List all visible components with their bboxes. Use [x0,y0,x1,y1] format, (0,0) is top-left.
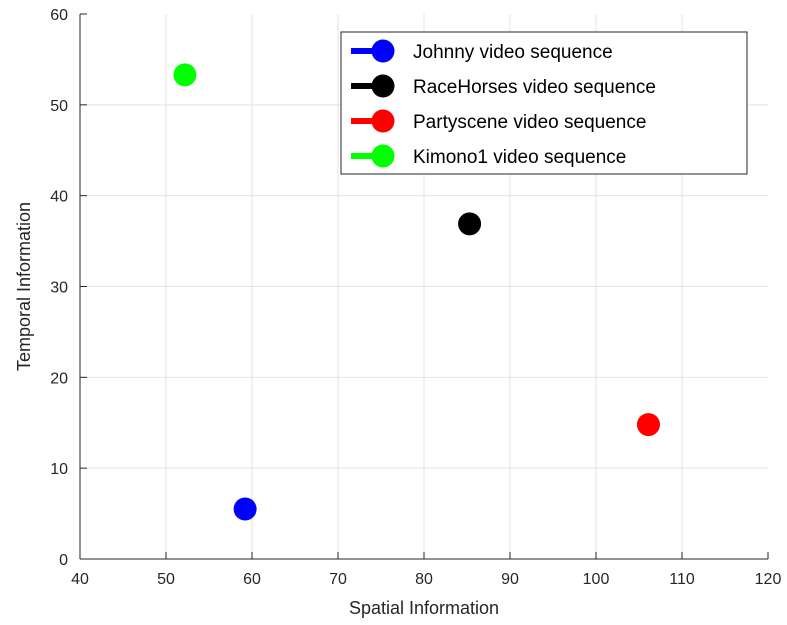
y-tick-label: 50 [50,98,68,115]
data-points [173,63,660,521]
x-tick-label: 70 [329,571,347,588]
y-tick-label: 10 [50,461,68,478]
x-tick-label: 100 [583,571,610,588]
legend-label: RaceHorses video sequence [413,77,656,98]
legend-label: Kimono1 video sequence [413,147,626,168]
axes [79,13,769,560]
legend-box [340,31,748,175]
legend-marker [371,144,395,168]
legend-label: Johnny video sequence [413,42,613,63]
x-tick-label: 120 [755,571,782,588]
legend: Johnny video sequence RaceHorses video se… [340,31,748,175]
legend-label: Partyscene video sequence [413,112,646,133]
x-axis-label: Spatial Information [349,598,499,618]
x-tick-label: 50 [157,571,175,588]
x-tick-label: 60 [243,571,261,588]
y-tick-label: 20 [50,370,68,387]
legend-marker [371,39,395,63]
data-point [233,497,257,521]
x-tick-label: 90 [501,571,519,588]
legend-marker [371,109,395,133]
x-tick-label: 80 [415,571,433,588]
data-point [173,63,197,87]
data-point [458,212,482,236]
y-tick-label: 0 [59,552,68,569]
y-tick-label: 40 [50,189,68,206]
tick-labels: 40 50 60 70 80 90 100 110 120 0 10 20 30 40 50 60 [50,7,781,588]
y-tick-label: 60 [50,7,68,24]
y-tick-label: 30 [50,280,68,297]
grid-lines [80,14,768,559]
y-axis-label: Temporal Information [14,202,34,371]
x-tick-label: 40 [71,571,89,588]
legend-marker [371,74,395,98]
data-point [636,413,660,437]
x-tick-label: 110 [669,571,695,588]
